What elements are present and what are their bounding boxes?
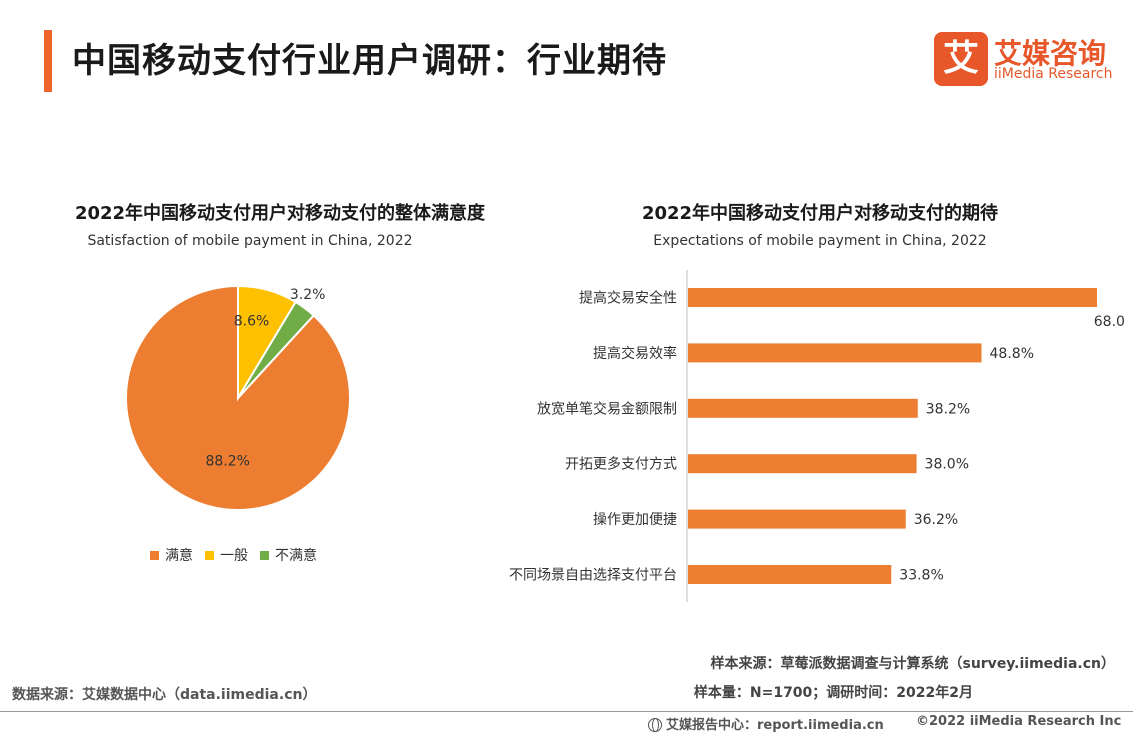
footer-copyright: ©2022 iiMedia Research Inc bbox=[916, 714, 1122, 729]
bar-2 bbox=[688, 343, 982, 363]
footer-report-center: 艾媒报告中心：report.iimedia.cn bbox=[648, 714, 884, 733]
sample-source: 样本来源：草莓派数据调查与计算系统（survey.iimedia.cn） bbox=[710, 656, 1115, 672]
footer-report-link[interactable]: 艾媒报告中心：report.iimedia.cn bbox=[666, 718, 884, 733]
pie-slice-3 bbox=[237, 300, 316, 399]
legend-swatch bbox=[260, 550, 269, 560]
legend-label: 一般 bbox=[220, 548, 248, 564]
bar-chart-title: 2022年中国移动支付用户对移动支付的期待 bbox=[641, 203, 999, 224]
legend-swatch bbox=[150, 550, 159, 560]
iimedia-logo: 艾 艾媒咨询 iiMedia Research bbox=[934, 32, 1124, 88]
pie-data-label-1: 88.2% bbox=[205, 453, 249, 469]
legend-swatch bbox=[205, 550, 214, 560]
legend-item-1: 满意 bbox=[150, 545, 193, 565]
legend-item-2: 一般 bbox=[205, 545, 248, 565]
bar-4 bbox=[688, 454, 917, 474]
bar-1 bbox=[688, 288, 1097, 307]
pie-data-label-2: 8.6% bbox=[234, 313, 270, 329]
bar-category-label-4: 开拓更多支付方式 bbox=[565, 456, 677, 473]
legend-item-3: 不满意 bbox=[260, 545, 317, 565]
bar-data-label-2: 48.8% bbox=[990, 346, 1034, 362]
bar-data-label-5: 36.2% bbox=[914, 512, 958, 528]
bar-category-label-3: 放宽单笔交易金额限制 bbox=[537, 400, 677, 417]
sample-size: 样本量：N=1700；调研时间：2022年2月 bbox=[693, 685, 973, 701]
bar-data-label-4: 38.0% bbox=[925, 457, 969, 473]
legend-label: 不满意 bbox=[275, 548, 317, 564]
bar-3 bbox=[688, 398, 918, 418]
bar-category-label-2: 提高交易效率 bbox=[593, 345, 677, 362]
page-title: 中国移动支付行业用户调研：行业期待 bbox=[72, 41, 667, 81]
bar-data-label-1: 68.0% bbox=[1094, 314, 1125, 330]
bar-data-label-3: 38.2% bbox=[926, 401, 970, 417]
logo-cn-text: 艾媒咨询 bbox=[994, 37, 1107, 70]
bar-category-label-5: 操作更加便捷 bbox=[593, 512, 677, 528]
logo-mark: 艾 bbox=[934, 32, 988, 86]
data-source: 数据来源：艾媒数据中心（data.iimedia.cn） bbox=[12, 687, 317, 703]
bar-5 bbox=[688, 509, 906, 529]
globe-icon bbox=[648, 718, 662, 732]
pie-data-label-3: 3.2% bbox=[290, 287, 326, 303]
legend-label: 满意 bbox=[165, 548, 193, 564]
pie-legend: 满意 一般 不满意 bbox=[150, 545, 317, 565]
logo-en-text: iiMedia Research bbox=[994, 66, 1113, 82]
pie-chart-subtitle: Satisfaction of mobile payment in China,… bbox=[87, 233, 413, 249]
bar-chart-subtitle: Expectations of mobile payment in China,… bbox=[653, 233, 987, 249]
bar-category-label-1: 提高交易安全性 bbox=[579, 290, 677, 307]
bar-chart: 提高交易安全性 68.0% 提高交易效率 48.8% 放宽单笔交易金额限制 38.2% 开拓… bbox=[509, 270, 1125, 602]
footer-divider bbox=[0, 711, 1133, 712]
pie-chart: 88.2% 8.6% 3.2% bbox=[125, 284, 351, 511]
bar-6 bbox=[688, 565, 892, 584]
bar-category-label-6: 不同场景自由选择支付平台 bbox=[509, 568, 677, 584]
bar-data-label-6: 33.8% bbox=[899, 568, 943, 584]
pie-chart-title: 2022年中国移动支付用户对移动支付的整体满意度 bbox=[74, 203, 486, 224]
title-accent-bar bbox=[44, 30, 52, 92]
